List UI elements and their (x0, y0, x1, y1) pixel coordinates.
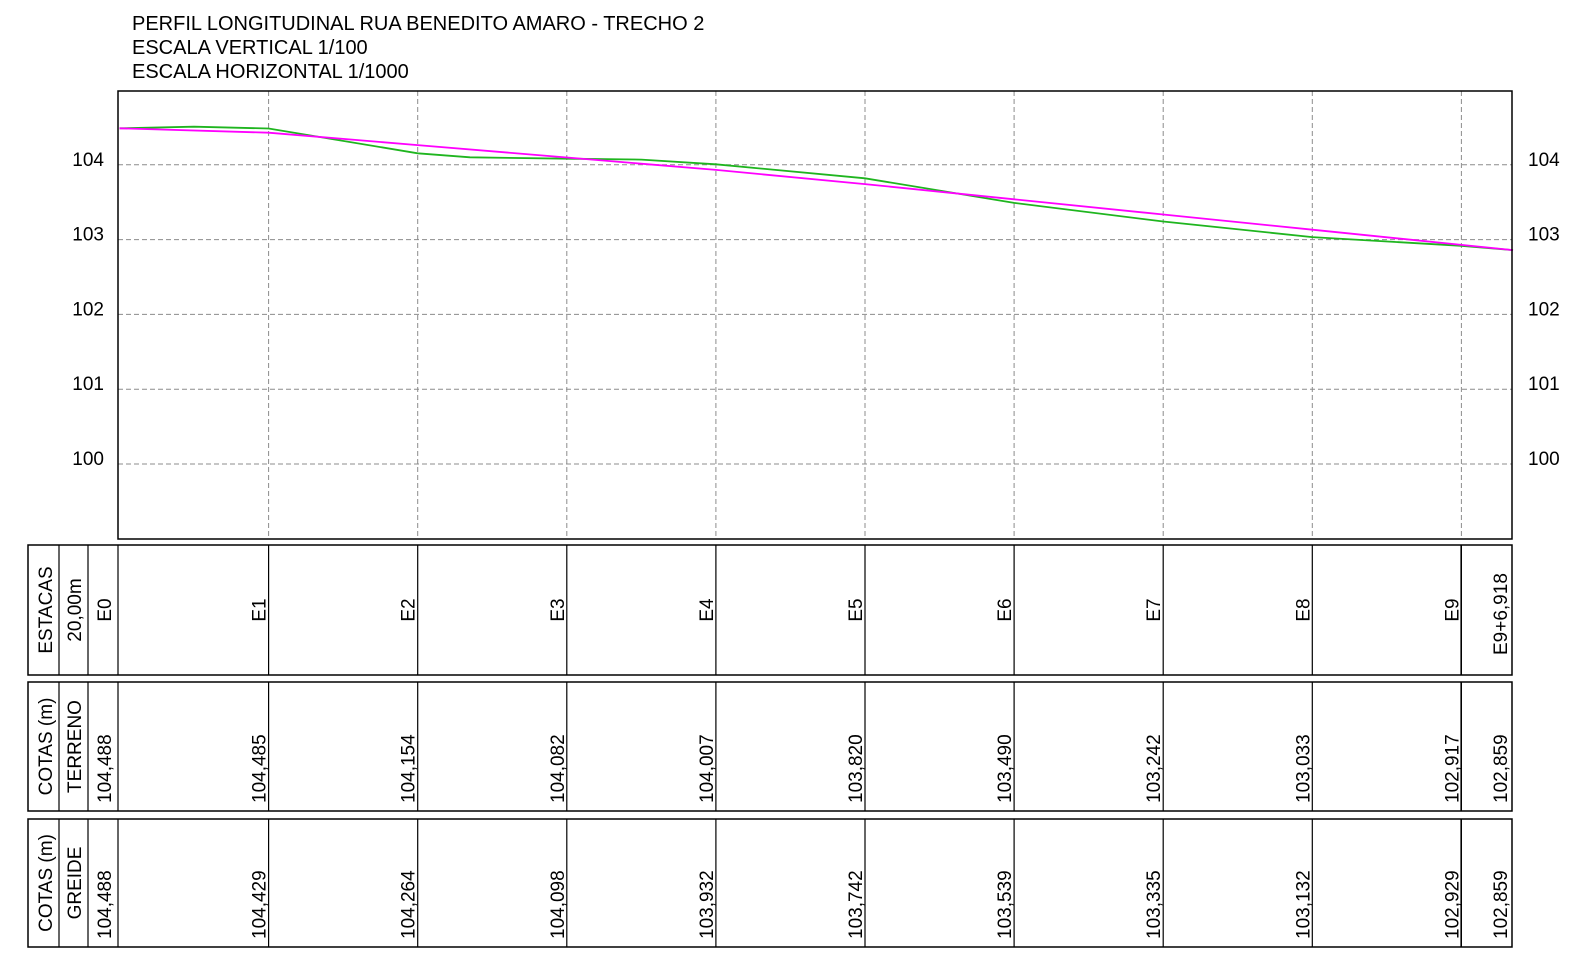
grade-elevation-row-cell: 103,132 (1293, 870, 1314, 939)
grade-elevation-row-label: COTAS (m) (36, 834, 57, 932)
stations-row-cell: E1 (250, 598, 271, 621)
stations-row-cell: E9+6,918 (1491, 573, 1512, 655)
stations-row-sublabel: 20,00m (65, 578, 86, 641)
y-tick-label-right: 100 (1528, 449, 1560, 470)
stations-row-cell: E6 (995, 598, 1016, 621)
series-layer (119, 125, 1514, 251)
grid-layer (118, 91, 1512, 539)
terrain-elevation-row-cell: 103,820 (846, 734, 867, 803)
grade-elevation-row-cell: 104,488 (95, 870, 116, 939)
grade-elevation-row-cell: 104,429 (250, 870, 271, 939)
terrain-elevation-row-cell: 102,859 (1491, 734, 1512, 803)
grade-elevation-row-sublabel: GREIDE (65, 847, 86, 920)
terrain-elevation-row-cell: 104,007 (697, 734, 718, 803)
grade-elevation-row-cell: 103,335 (1144, 870, 1165, 939)
terrain-elevation-row-cell: 104,082 (548, 734, 569, 803)
y-tick-label-left: 102 (72, 299, 104, 320)
terrain-elevation-row-cell: 104,154 (399, 734, 420, 803)
stations-row-cell: E0 (95, 598, 116, 621)
grade-elevation-row-frame (27, 818, 1513, 948)
stations-row-cell: E5 (846, 598, 867, 621)
greide-profile-line (119, 127, 1514, 251)
y-tick-label-left: 101 (72, 374, 104, 395)
stations-row-cell: E9 (1442, 598, 1463, 621)
axis-layer: 100 100 101 101 102 102 103 103 104 104 (72, 150, 1560, 470)
terrain-elevation-row-label: COTAS (m) (36, 698, 57, 796)
grade-elevation-row-cell: 104,098 (548, 870, 569, 939)
terrain-elevation-row-frame (27, 681, 1513, 812)
stations-row-label: ESTACAS (36, 566, 57, 653)
stations-row-cell: E2 (399, 598, 420, 621)
y-tick-label-right: 101 (1528, 374, 1560, 395)
grade-elevation-row-cell: 103,932 (697, 870, 718, 939)
grade-elevation-row-cell: 102,929 (1442, 870, 1463, 939)
terrain-elevation-row-cell: 103,490 (995, 734, 1016, 803)
grade-elevation-row-cell: 103,742 (846, 870, 867, 939)
terrain-elevation-row-cell: 104,485 (250, 734, 271, 803)
y-tick-label-right: 102 (1528, 299, 1560, 320)
y-tick-label-left: 103 (72, 225, 104, 246)
grade-elevation-row-cell: 103,539 (995, 870, 1016, 939)
data-table: ESTACAS 20,00m E0 E1 E2 E3 E4 E5 E6 E7 E8 E9 E9+6,91… (27, 544, 1513, 948)
stations-row-cell: E3 (548, 598, 569, 621)
drawing-title: PERFIL LONGITUDINAL RUA BENEDITO AMARO -… (132, 13, 705, 35)
y-tick-label-left: 100 (72, 449, 104, 470)
stations-row-frame (27, 544, 1513, 676)
stations-row-cell: E8 (1293, 598, 1314, 621)
stations-row-cell: E7 (1144, 598, 1165, 621)
terrain-elevation-row-sublabel: TERRENO (65, 700, 86, 793)
vertical-scale-note: ESCALA VERTICAL 1/100 (132, 37, 368, 59)
grade-elevation-row-cell: 104,264 (399, 870, 420, 939)
grade-elevation-row-cell: 102,859 (1491, 870, 1512, 939)
terrain-elevation-row-cell: 104,488 (95, 734, 116, 803)
horizontal-scale-note: ESCALA HORIZONTAL 1/1000 (132, 61, 409, 83)
stations-row-cell: E4 (697, 598, 718, 622)
y-tick-label-right: 103 (1528, 225, 1560, 246)
plot-frame (117, 90, 1513, 540)
terreno-profile-line (119, 125, 1514, 251)
y-tick-label-left: 104 (72, 150, 104, 171)
terrain-elevation-row-cell: 102,917 (1442, 734, 1463, 803)
terrain-elevation-row-cell: 103,033 (1293, 734, 1314, 803)
terrain-elevation-row-cell: 103,242 (1144, 734, 1165, 803)
title-block: PERFIL LONGITUDINAL RUA BENEDITO AMARO -… (132, 12, 704, 84)
y-tick-label-right: 104 (1528, 150, 1560, 171)
